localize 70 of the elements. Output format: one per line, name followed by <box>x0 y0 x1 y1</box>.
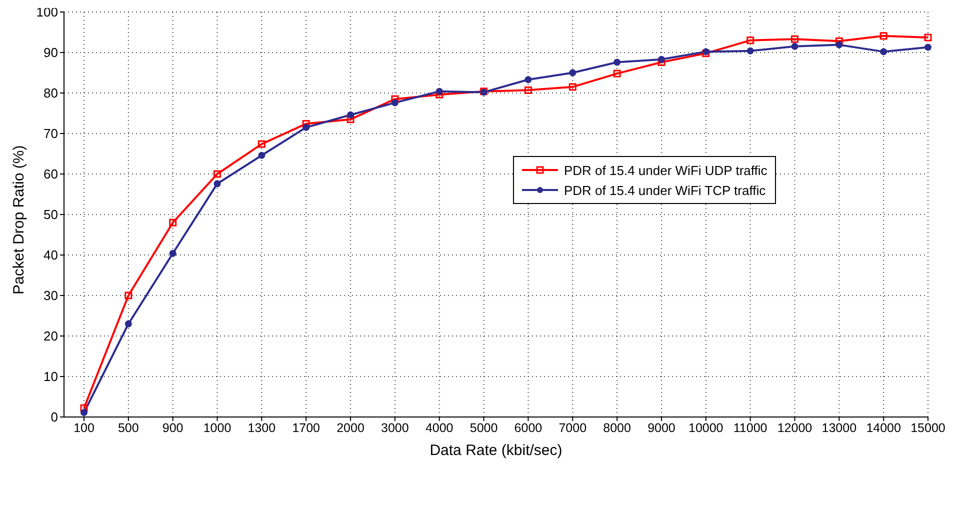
point <box>80 404 88 412</box>
point <box>214 170 222 178</box>
point <box>391 95 399 103</box>
point <box>436 88 443 95</box>
point <box>569 69 576 76</box>
x-tick-label: 10000 <box>688 420 724 435</box>
x-axis-title: Data Rate (kbit/sec) <box>430 442 562 459</box>
point <box>568 83 576 91</box>
point <box>613 70 621 78</box>
y-tick-label: 70 <box>44 126 58 142</box>
x-tick-label: 14000 <box>866 420 902 435</box>
y-tick-label: 30 <box>44 288 58 304</box>
x-tick-label: 1000 <box>203 420 232 435</box>
point <box>214 180 221 188</box>
x-tick-label: 8000 <box>603 420 631 435</box>
point <box>790 35 798 43</box>
y-tick-label: 40 <box>44 248 58 263</box>
point <box>80 409 88 416</box>
point <box>258 140 266 148</box>
point <box>124 292 132 300</box>
y-tick-label: 60 <box>44 166 58 182</box>
y-axis-title: Packet Drop Ratio (%) <box>10 145 28 294</box>
y-tick-label: 10 <box>44 369 58 384</box>
point <box>924 44 932 51</box>
y-tick-label: 80 <box>44 86 58 101</box>
point <box>169 218 177 226</box>
x-tick-label: 3000 <box>381 420 409 435</box>
point <box>791 42 798 50</box>
x-tick-label: 900 <box>162 420 184 435</box>
x-tick-label: 2000 <box>336 420 364 435</box>
point <box>346 116 354 124</box>
point <box>835 37 843 45</box>
point <box>169 250 176 257</box>
x-tick-label: 7000 <box>558 420 587 435</box>
x-tick-label: 15000 <box>910 420 946 435</box>
x-tick-label: 13000 <box>822 420 857 435</box>
point <box>614 58 621 66</box>
x-tick-label: 6000 <box>514 420 542 435</box>
point <box>658 56 665 63</box>
point <box>258 152 266 159</box>
x-tick-label: 12000 <box>777 420 812 435</box>
point <box>746 47 754 54</box>
point <box>880 48 888 56</box>
point <box>880 32 888 40</box>
point <box>746 36 754 44</box>
point <box>436 90 444 98</box>
point <box>836 41 843 48</box>
point <box>924 34 932 42</box>
x-tick-label: 100 <box>74 420 94 435</box>
point <box>391 99 398 106</box>
point <box>524 86 532 94</box>
y-tick-label: 90 <box>44 45 58 60</box>
point <box>124 320 132 328</box>
x-tick-label: 11000 <box>733 420 768 435</box>
y-tick-label: 20 <box>44 328 58 344</box>
point <box>302 124 310 131</box>
point <box>524 76 532 84</box>
y-tick-label: 50 <box>44 207 58 222</box>
x-tick-label: 1300 <box>248 420 276 435</box>
x-tick-label: 5000 <box>470 420 498 435</box>
legend-label: PDR of 15.4 under WiFi TCP traffic <box>564 182 766 198</box>
point <box>347 111 354 118</box>
y-tick-label: 0 <box>50 410 58 425</box>
x-tick-label: 4000 <box>425 420 454 435</box>
point <box>302 120 310 128</box>
point <box>658 58 666 66</box>
x-tick-label: 1700 <box>292 420 320 435</box>
legend-label: PDR of 15.4 under WiFi UDP traffic <box>564 162 768 178</box>
x-tick-label: 9000 <box>648 420 676 435</box>
x-tick-label: 500 <box>118 420 139 435</box>
